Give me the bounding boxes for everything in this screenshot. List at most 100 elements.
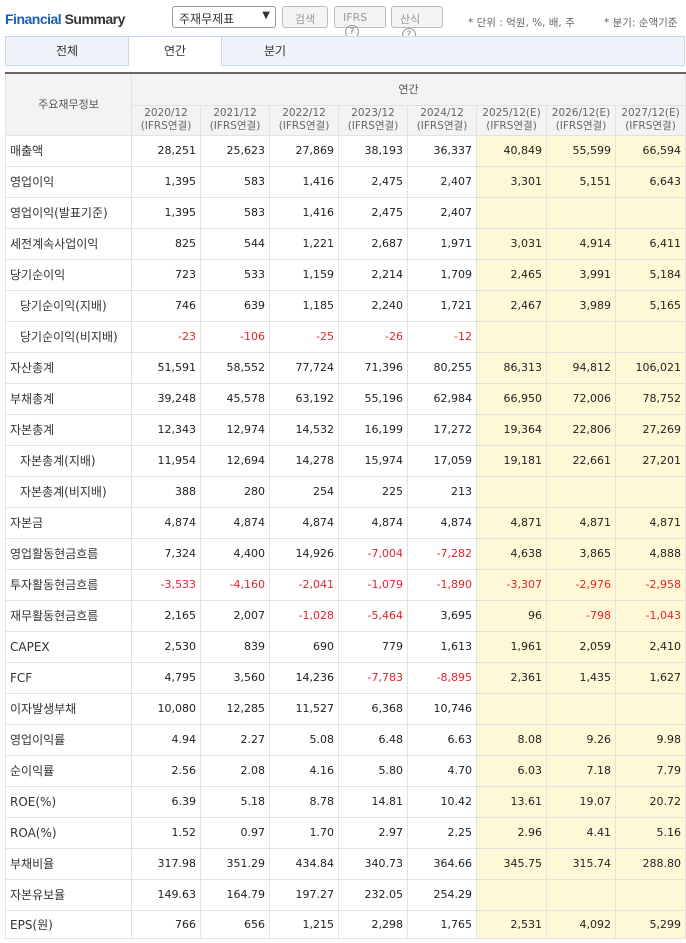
table-row: 재무활동현금흐름 2,165 2,007 -1,028 -5,464 3,695 96 -79…	[5, 599, 686, 632]
table-cell: -2,976	[546, 568, 616, 601]
column-header: 2022/12 (IFRS연결)	[269, 104, 339, 136]
table-cell: 2,407	[407, 196, 477, 229]
table-cell: 351.29	[200, 847, 270, 880]
table-cell: 1,961	[476, 630, 547, 663]
table-cell: 45,578	[200, 382, 270, 415]
tab-annual[interactable]: 연간	[128, 37, 222, 66]
column-basis: (IFRS연결)	[486, 120, 537, 132]
table-cell: 766	[131, 909, 201, 939]
table-row: ROE(%) 6.39 5.18 8.78 14.81 10.42 13.61 19.07 20…	[5, 785, 686, 818]
search-button[interactable]: 검색	[282, 6, 328, 28]
annual-group-header: 연간	[131, 72, 686, 106]
table-cell: 9.26	[546, 723, 616, 756]
tab-all[interactable]: 전체	[55, 44, 79, 58]
table-row: FCF 4,795 3,560 14,236 -7,783 -8,895 2,361 1,43…	[5, 661, 686, 694]
table-cell: 78,752	[615, 382, 686, 415]
table-cell: 10.42	[407, 785, 477, 818]
table-cell: 1,215	[269, 909, 339, 939]
table-cell: 12,285	[200, 692, 270, 725]
table-cell: 2.27	[200, 723, 270, 756]
title-financial: Financial	[5, 11, 62, 27]
row-label: CAPEX	[5, 630, 132, 663]
table-cell: -1,079	[338, 568, 408, 601]
table-cell: 2,530	[131, 630, 201, 663]
table-cell: 2.97	[338, 816, 408, 849]
table-cell: -1,043	[615, 599, 686, 632]
table-cell: 96	[476, 599, 547, 632]
top-bar: Financial Summary 주재무제표 ▼ 검색 IFRS? 산식? *…	[0, 0, 686, 42]
column-period: 2020/12	[144, 107, 188, 119]
table-cell: 340.73	[338, 847, 408, 880]
table-row: 세전계속사업이익 825 544 1,221 2,687 1,971 3,031 4,914 6…	[5, 227, 686, 260]
table-cell	[476, 196, 547, 229]
table-cell: 3,301	[476, 165, 547, 198]
table-cell	[546, 878, 616, 911]
table-cell: 4,888	[615, 537, 686, 570]
table-cell: 254	[269, 475, 339, 508]
row-label: 영업이익	[5, 165, 132, 198]
row-label: ROA(%)	[5, 816, 132, 849]
table-cell: 6,643	[615, 165, 686, 198]
statement-type-select[interactable]: 주재무제표 ▼	[172, 6, 276, 28]
table-cell: 2,410	[615, 630, 686, 663]
table-cell: 4.41	[546, 816, 616, 849]
column-period: 2021/12	[213, 107, 257, 119]
table-row: 영업이익(발표기준) 1,395 583 1,416 2,475 2,407	[5, 196, 686, 229]
table-cell: 38,193	[338, 134, 408, 167]
row-label: 자본금	[5, 506, 132, 539]
table-cell: 19.07	[546, 785, 616, 818]
row-label: 영업이익률	[5, 723, 132, 756]
table-cell: 17,272	[407, 413, 477, 446]
table-cell: 58,552	[200, 351, 270, 384]
table-cell: 2.08	[200, 754, 270, 787]
unit-note: * 단위 : 억원, %, 배, 주	[468, 17, 575, 29]
column-header: 2027/12(E) (IFRS연결)	[615, 104, 686, 136]
table-cell: 583	[200, 165, 270, 198]
ifrs-help-button[interactable]: IFRS?	[334, 6, 386, 39]
table-cell: 3,989	[546, 289, 616, 322]
table-cell: 5,151	[546, 165, 616, 198]
table-cell: 3,865	[546, 537, 616, 570]
table-cell: 1,971	[407, 227, 477, 260]
table-cell: 2,687	[338, 227, 408, 260]
table-cell: 5,299	[615, 909, 686, 939]
table-cell: 63,192	[269, 382, 339, 415]
table-cell: 2,475	[338, 165, 408, 198]
table-cell: 4.94	[131, 723, 201, 756]
table-cell: 14,926	[269, 537, 339, 570]
table-cell: 4,874	[269, 506, 339, 539]
column-basis: (IFRS연결)	[209, 120, 261, 132]
table-row: 부채비율 317.98 351.29 434.84 340.73 364.66 345.75…	[5, 847, 686, 880]
column-basis: (IFRS연결)	[625, 120, 676, 132]
table-cell: 80,255	[407, 351, 477, 384]
table-cell: 55,196	[338, 382, 408, 415]
title-summary: Summary	[64, 11, 126, 27]
table-cell	[476, 475, 547, 508]
table-cell: 22,806	[546, 413, 616, 446]
table-row: 당기순이익 723 533 1,159 2,214 1,709 2,465 3,991 5,18…	[5, 258, 686, 291]
table-cell	[615, 692, 686, 725]
row-label: 자본총계(비지배)	[5, 475, 132, 508]
formula-label: 산식	[400, 13, 421, 26]
table-cell: 13.61	[476, 785, 547, 818]
row-label: 재무활동현금흐름	[5, 599, 132, 632]
column-header: 2025/12(E) (IFRS연결)	[476, 104, 547, 136]
table-cell	[546, 196, 616, 229]
table-cell: 106,021	[615, 351, 686, 384]
table-cell: 1.52	[131, 816, 201, 849]
column-period: 2027/12(E)	[621, 107, 680, 119]
row-label: 자산총계	[5, 351, 132, 384]
tab-quarter[interactable]: 분기	[263, 44, 287, 58]
table-cell: 20.72	[615, 785, 686, 818]
table-cell: -5,464	[338, 599, 408, 632]
table-row: 투자활동현금흐름 -3,533 -4,160 -2,041 -1,079 -1,890 -3…	[5, 568, 686, 601]
formula-help-button[interactable]: 산식?	[391, 6, 443, 42]
row-label: ROE(%)	[5, 785, 132, 818]
table-cell: 6,411	[615, 227, 686, 260]
row-label: EPS(원)	[5, 909, 132, 939]
table-cell: 39,248	[131, 382, 201, 415]
column-period: 2026/12(E)	[551, 107, 611, 119]
table-cell: 2,361	[476, 661, 547, 694]
table-cell: 12,343	[131, 413, 201, 446]
table-cell: 6.39	[131, 785, 201, 818]
